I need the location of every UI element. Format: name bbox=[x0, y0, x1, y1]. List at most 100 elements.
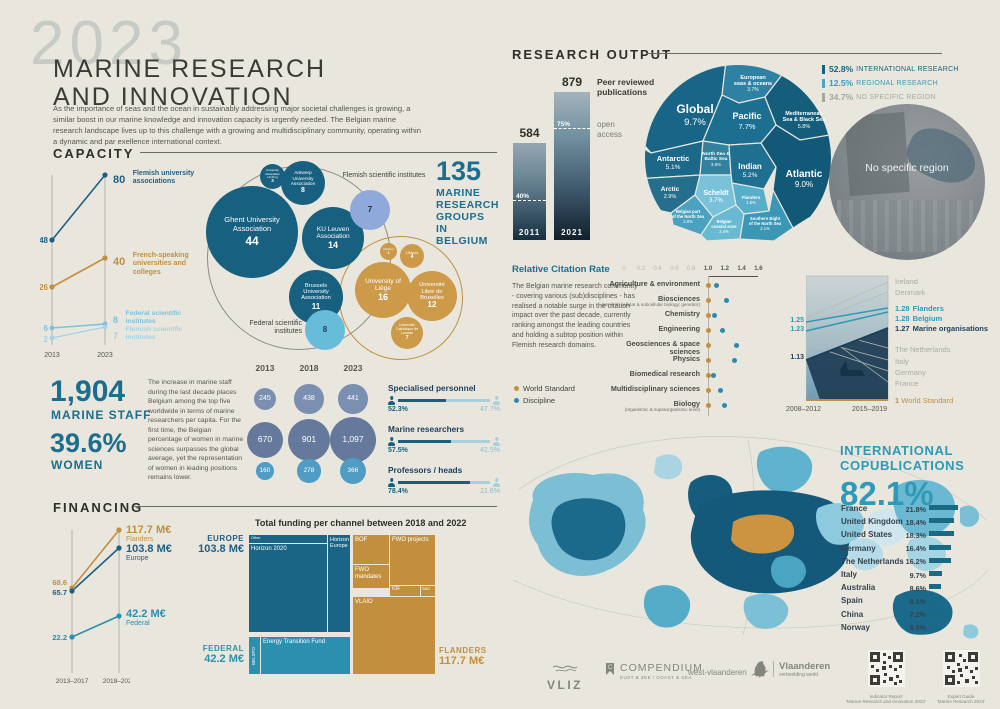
copublication-row: The Netherlands 16.2% bbox=[841, 556, 991, 568]
female-person-icon bbox=[493, 396, 500, 405]
capacity-endlabel-french: 40 French-speaking universities and coll… bbox=[113, 252, 189, 276]
treemap-cell-vlaio: VLAIO bbox=[352, 596, 436, 675]
svg-text:22.2: 22.2 bbox=[52, 633, 67, 642]
no-specific-region-circle: No specific region bbox=[829, 104, 985, 260]
copub-country: Italy bbox=[841, 570, 858, 579]
qr-expert-guide: Expert Guide 'Marine Research 2023' bbox=[921, 650, 1000, 704]
financing-rule bbox=[133, 506, 497, 507]
region-voronoi-chart: Global 9.7% European seas & oceans 3.7% … bbox=[645, 65, 831, 242]
svg-text:Pacific: Pacific bbox=[732, 111, 761, 121]
copub-country: United Kingdom bbox=[841, 517, 903, 527]
gender-bar-track bbox=[398, 481, 490, 484]
trend-start-marine: 1.13 bbox=[790, 354, 804, 361]
axis-tick-label: 1.2 bbox=[720, 266, 729, 272]
copub-bar bbox=[929, 557, 951, 563]
gender-bar bbox=[388, 396, 500, 405]
discipline-dot bbox=[731, 358, 737, 363]
svg-text:European: European bbox=[740, 75, 766, 81]
treemap-cell-fwo-projects: FWO projects bbox=[389, 534, 436, 586]
svg-text:2013: 2013 bbox=[44, 352, 60, 359]
gender-bar-male bbox=[398, 440, 451, 443]
intro-paragraph: As the importance of seas and the ocean … bbox=[53, 104, 421, 146]
copub-bar bbox=[929, 505, 959, 510]
svg-text:2.4%: 2.4% bbox=[719, 229, 729, 234]
treemap-cell-etf: Energy Transition Fund bbox=[260, 636, 351, 675]
copublication-row: China 7.2% bbox=[841, 609, 991, 621]
treemap-europe-label: EUROPE 103.8 M€ bbox=[198, 534, 244, 555]
research-groups-headline: 135 MARINE RESEARCH GROUPS IN BELGIUM bbox=[436, 156, 499, 248]
svg-text:Atlantic: Atlantic bbox=[786, 169, 823, 180]
citation-row-label: Biosciences (general; cellular & subcellu… bbox=[601, 294, 700, 307]
trend-country-label: Germany bbox=[895, 368, 926, 377]
copublication-row: Germany 16.4% bbox=[841, 543, 991, 555]
staff-bubble: 366 bbox=[339, 457, 367, 485]
women-pct: 39.6% bbox=[50, 428, 127, 458]
no-specific-region-label: No specific region bbox=[865, 162, 949, 174]
svg-text:North Sea &: North Sea & bbox=[702, 151, 730, 157]
copublications-title1: INTERNATIONAL bbox=[840, 443, 953, 458]
svg-text:Antarctic: Antarctic bbox=[657, 154, 690, 163]
svg-text:2018–2022: 2018–2022 bbox=[103, 678, 130, 685]
svg-text:seas & oceans: seas & oceans bbox=[734, 81, 772, 87]
copub-bar bbox=[929, 623, 938, 629]
financing-endlabel-federal: 42.2 M€ Federal bbox=[126, 608, 166, 627]
discipline-dot bbox=[723, 298, 729, 303]
svg-text:3.7%: 3.7% bbox=[709, 198, 723, 204]
staff-bubble: 245 bbox=[254, 388, 276, 410]
publications-label: Peer reviewed publications bbox=[597, 77, 655, 98]
open-access-line-2021 bbox=[554, 128, 590, 129]
citation-row-label: Agriculture & environment bbox=[609, 279, 700, 288]
vlaanderen-logo: Vlaanderen verbeelding werkt bbox=[752, 660, 830, 678]
vliz-wave-icon bbox=[552, 665, 578, 672]
svg-text:2.6%: 2.6% bbox=[683, 219, 693, 224]
svg-text:Belgian: Belgian bbox=[716, 219, 732, 224]
copublication-row: Spain 8.1% bbox=[841, 595, 991, 607]
capacity-endlabel-flemish-univ: 80 Flemish university associations bbox=[113, 170, 195, 186]
copublication-row: United States 18.3% bbox=[841, 529, 991, 541]
bubble-federal-sci: 8 bbox=[305, 310, 345, 350]
male-person-icon bbox=[388, 396, 395, 405]
open-access-label: open access bbox=[597, 120, 622, 139]
citation-row-label: Multidisciplinary sciences bbox=[610, 384, 700, 393]
gender-bar bbox=[388, 437, 500, 446]
female-pct: 47.7% bbox=[480, 406, 500, 413]
copub-country: Spain bbox=[841, 596, 863, 606]
axis-tick-label: 0.2 bbox=[636, 266, 645, 272]
region-share-legend: 52.8% INTERNATIONAL RESEARCH 12.5% REGIO… bbox=[822, 64, 959, 102]
grid-year-2018: 2018 bbox=[299, 363, 319, 373]
discipline-dot bbox=[719, 328, 725, 333]
photo-glove-shape bbox=[900, 119, 984, 193]
trend-country-label: The Netherlands bbox=[895, 345, 951, 354]
gender-category: Specialised personnel bbox=[388, 383, 476, 393]
axis-line bbox=[708, 276, 759, 277]
svg-text:Baltic Sea: Baltic Sea bbox=[705, 156, 728, 162]
treemap-flanders-label: FLANDERS 117.7 M€ bbox=[439, 646, 487, 667]
gender-split-row: Specialised personnel 52.3% 47.7% bbox=[388, 383, 500, 413]
vlaanderen-lion-icon bbox=[754, 660, 766, 677]
bubble-umons: UMons 4 bbox=[400, 244, 424, 268]
trend-start-belgium: 1.23 bbox=[790, 326, 804, 333]
capacity-section-title: CAPACITY bbox=[53, 146, 135, 161]
legend-swatch-regional bbox=[822, 78, 825, 88]
financing-section-title: FINANCING bbox=[53, 500, 144, 515]
male-pct: 57.5% bbox=[388, 447, 408, 454]
axis-tick-label: 1.6 bbox=[754, 266, 763, 272]
funding-treemap: Other Horizon 2020 Horizon Europe BELSPO… bbox=[248, 534, 436, 675]
svg-text:Indian: Indian bbox=[738, 162, 762, 171]
treemap-federal-label: FEDERAL 42.2 M€ bbox=[202, 644, 244, 665]
trend-country-label: 1.28 Flanders bbox=[895, 304, 944, 313]
bubble-flemish-sci: 7 bbox=[350, 190, 390, 230]
citation-title: Relative Citation Rate bbox=[512, 264, 610, 275]
research-output-rule bbox=[647, 53, 942, 54]
women-label: WOMEN bbox=[51, 458, 104, 472]
copublication-row: Norway 6.5% bbox=[841, 622, 991, 634]
bubble-antwerp: Antwerp University Association 8 bbox=[281, 161, 325, 205]
copublication-row: Australia 8.6% bbox=[841, 582, 991, 594]
trend-x-2008: 2008–2012 bbox=[786, 406, 822, 413]
svg-text:5.1%: 5.1% bbox=[666, 164, 681, 171]
gender-category: Professors / heads bbox=[388, 465, 463, 475]
open-access-pct-2011: 40% bbox=[516, 193, 530, 201]
legend-swatch-international bbox=[822, 64, 825, 74]
bubble-ulb: Université Libre de Bruxelles 12 bbox=[407, 271, 457, 321]
open-access-line-2011 bbox=[513, 200, 546, 202]
